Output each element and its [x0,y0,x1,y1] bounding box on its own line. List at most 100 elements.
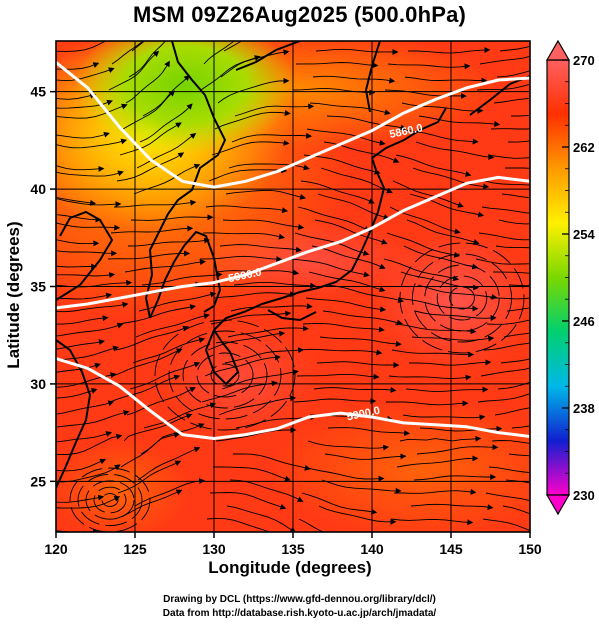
y-axis-ticks: 25 30 35 40 45 [30,84,56,489]
streamline [208,167,288,182]
streamline [200,55,261,91]
streamline [110,225,194,234]
streamline [129,361,201,390]
streamline [142,74,190,117]
streamline [56,214,102,223]
streamline [302,322,385,333]
colorbar-upper-extension [545,39,571,61]
streamline [306,128,386,146]
streamline [326,115,407,131]
streamline [56,431,113,443]
streamline [223,41,243,52]
streamline [386,232,461,258]
vortex-ring [93,486,127,514]
streamline [56,339,105,350]
streamline [414,310,497,322]
streamline [396,455,479,468]
streamline [56,196,97,206]
streamline [56,528,100,532]
streamline [56,164,105,172]
coastlines [56,41,530,489]
streamline [502,505,530,515]
streamline [511,425,530,429]
streamline [322,310,403,326]
x-tick-label: 130 [202,541,226,557]
streamline [409,193,485,218]
streamline [413,474,497,481]
streamline [321,479,402,494]
streamline [107,250,191,260]
contour-line [56,175,530,310]
streamline [483,342,530,351]
streamline [233,281,317,289]
streamline [126,387,196,416]
chart-title: MSM 09Z26Aug2025 (500.0hPa) [132,2,467,27]
streamline [314,219,388,245]
streamline [501,193,530,199]
y-tick-label: 45 [30,84,46,100]
contour-line [56,61,530,189]
streamline [488,466,530,473]
streamline [215,427,297,442]
streamline [116,152,185,182]
streamline [383,258,460,282]
streamline [491,440,530,444]
streamline [118,304,197,325]
streamline [405,386,489,393]
streamline [506,307,530,312]
streamline [212,466,291,482]
colorbar-lower-extension [545,494,571,516]
streamline [487,154,530,159]
streamline [56,263,98,270]
streamline [56,388,98,399]
streamline [402,414,486,421]
streamline [318,505,397,525]
streamline [498,219,530,225]
y-tick-label: 35 [30,279,46,295]
streamline [123,413,193,442]
streamline [313,386,397,393]
streamline [132,337,206,364]
x-tick-label: 125 [123,541,147,557]
streamline [209,492,287,510]
streamline [395,154,472,177]
streamline [387,63,471,70]
streamline [479,55,530,65]
streamline [388,374,472,381]
vortex-ring [399,242,525,354]
streamline [478,232,530,241]
streamline [480,367,530,377]
streamline [109,374,181,403]
vortex-ring [85,480,135,520]
streamline [133,163,201,195]
vortex-ring [196,352,254,398]
streamline [484,180,530,186]
streamline [294,232,370,256]
streamline [300,180,375,204]
streamline [138,291,217,312]
streamline [219,244,302,253]
streamline [124,259,206,273]
streamline [503,332,530,338]
contour-line [56,357,530,440]
streamline [231,132,313,143]
streamline [228,163,310,171]
streamline [386,400,469,407]
streamline [403,245,479,270]
streamline [409,359,492,366]
streamline [399,435,482,442]
streamline [417,284,498,300]
streamline [305,297,387,313]
streamline [315,48,399,55]
vortex-ring [424,264,500,332]
streamline [112,348,183,377]
streamline [406,219,480,245]
streamline [204,354,281,377]
streamline [319,336,402,347]
x-tick-label: 140 [360,541,384,557]
streamline [301,492,378,515]
streamline [205,205,289,214]
vortex-ring [168,330,282,420]
y-tick-label: 25 [30,473,46,489]
